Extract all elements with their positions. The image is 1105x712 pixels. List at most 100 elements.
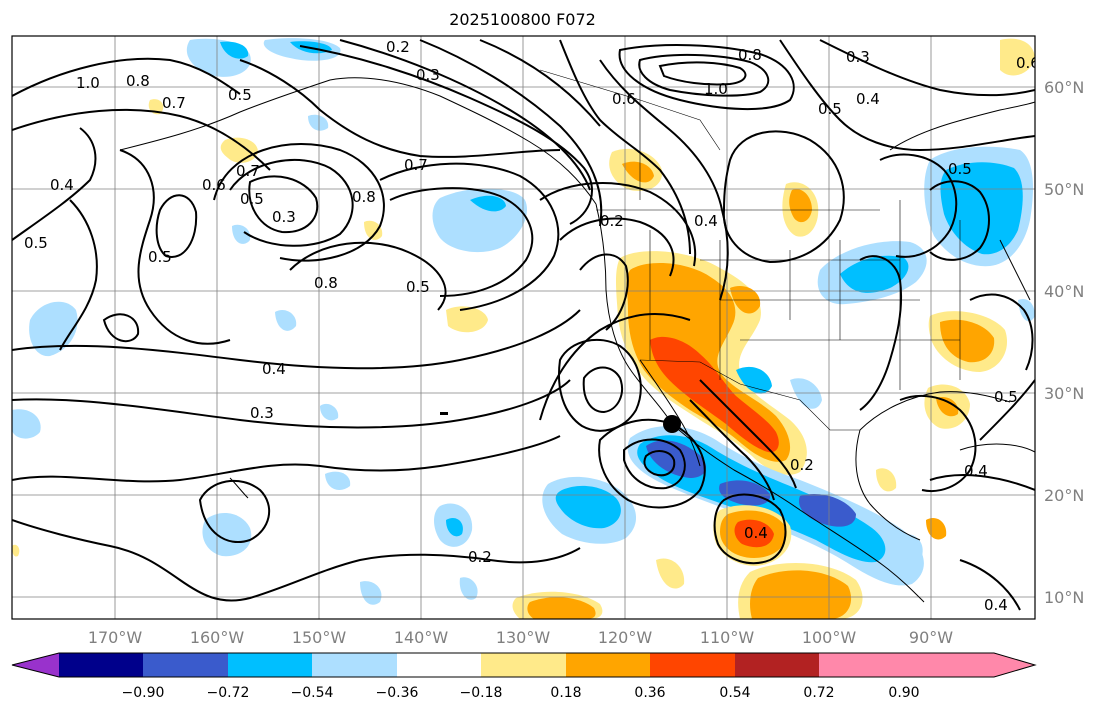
contour-label: 0.2 [790,456,814,474]
colorbar-tick-label: −0.36 [376,685,419,701]
shade-light-blue [12,409,41,439]
lon-label: 100°W [802,628,857,647]
colorbar-tick-label: −0.54 [291,685,334,701]
contour-label: 0.2 [386,38,410,56]
gridlines [12,36,1035,619]
lon-label: 140°W [394,628,449,647]
colorbar-segment [312,653,397,677]
shade-light-blue [320,403,339,421]
lon-label: 90°W [909,628,953,647]
contour-label: 0.5 [994,388,1018,406]
shade-yellow [364,220,383,240]
contour-label: 0.5 [948,160,972,178]
colorbar-outline [11,652,1037,678]
lon-label: 170°W [88,628,143,647]
shade-yellow [656,558,685,589]
colorbar-tick-label: 0.36 [634,685,665,701]
contour-label: 1.0 [704,80,728,98]
colorbar-segment [228,653,312,677]
contour-label: 0.4 [744,524,768,542]
latitude-labels: 60°N 50°N 40°N 30°N 20°N 10°N [1044,78,1084,607]
shade-light-blue [790,378,822,409]
colorbar-tick-label: −0.72 [207,685,250,701]
contour-label: 0.7 [162,94,186,112]
contour-label: 0.5 [24,234,48,252]
contour-label: 1.0 [76,74,100,92]
lon-label: 120°W [598,628,653,647]
contour-label: 0.4 [984,596,1008,614]
contour-label: 0.3 [846,48,870,66]
contour-label: 0.8 [738,46,762,64]
lon-label: 110°W [700,628,755,647]
contour-label: 0.5 [148,248,172,266]
shade-blue [736,366,772,394]
contour-label: 0.5 [240,190,264,208]
lat-label: 50°N [1044,180,1084,199]
contour-label: 0.6 [202,176,226,194]
contour-label: 0.3 [416,66,440,84]
colorbar-tick-label: 0.18 [550,685,581,701]
map-title: 2025100800 F072 [449,10,596,29]
shade-blue [840,255,909,293]
shade-yellow [446,306,488,333]
colorbar-tick-label: 0.54 [719,685,750,701]
shade-orange [750,570,852,619]
contour-label: 0.4 [964,462,988,480]
shade-light-blue [232,224,251,244]
lat-label: 40°N [1044,282,1084,301]
shade-light-blue [325,471,351,490]
longitude-labels: 170°W 160°W 150°W 140°W 130°W 120°W 110°… [88,628,953,647]
contour-label: 0.5 [406,278,430,296]
contour-label: 0.6 [612,90,636,108]
contour-lines [12,39,1035,611]
colorbar-arrow-min [12,653,59,677]
colorbar-segment [566,653,650,677]
lon-label: 150°W [292,628,347,647]
shade-light-blue [202,513,252,557]
shade-light-blue [1018,298,1035,322]
contour-label: 0.2 [468,548,492,566]
shade-blue [940,162,1023,255]
lat-label: 20°N [1044,486,1084,505]
shade-light-blue [459,577,478,600]
contour-label: 0.3 [250,404,274,422]
lat-label: 30°N [1044,384,1084,403]
shade-blue [220,41,249,59]
shade-dark-blue [719,480,771,506]
colorbar-segment [904,653,1035,677]
shade-blue [446,517,463,537]
contour-label: 0.7 [236,162,260,180]
lat-label: 60°N [1044,78,1084,97]
shade-light-blue [308,114,329,131]
shaded-regions [12,38,1035,619]
lon-label: 160°W [190,628,245,647]
colorbar-segment [481,653,566,677]
contour-label: 0.6 [1016,54,1040,72]
lat-label: 10°N [1044,588,1084,607]
contour-labels: 0.2 0.3 0.3 0.4 0.5 0.8 1.0 0.6 0.8 1.0 … [24,38,1040,614]
shade-orange [936,396,959,417]
colorbar-segment [143,653,228,677]
colorbar-tick-label: 0.72 [803,685,834,701]
shade-orange [622,161,654,183]
shade-dark-blue [646,440,707,478]
contour-label: 0.2 [600,212,624,230]
island-marker [440,412,448,415]
contour-label: 0.4 [856,90,880,108]
contour-label: 0.8 [352,188,376,206]
shade-orange [789,189,812,223]
contour-label: 0.4 [262,360,286,378]
contour-label: 0.7 [404,156,428,174]
colorbar-tick-label: 0.90 [888,685,919,701]
colorbar-segment [59,653,143,677]
contour-label: 0.5 [228,86,252,104]
center-marker [663,415,681,433]
colorbar-segment [650,653,735,677]
shade-blue [555,485,621,529]
contour-label: 0.5 [818,100,842,118]
shade-light-blue [29,301,78,357]
colorbar-segment [735,653,819,677]
contour-label: 0.4 [694,212,718,230]
shade-light-blue [900,534,923,561]
contour-label: 0.8 [126,72,150,90]
